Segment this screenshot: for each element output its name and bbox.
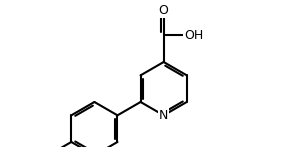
Text: N: N	[159, 109, 168, 122]
Text: OH: OH	[184, 29, 204, 42]
Text: O: O	[159, 4, 169, 17]
